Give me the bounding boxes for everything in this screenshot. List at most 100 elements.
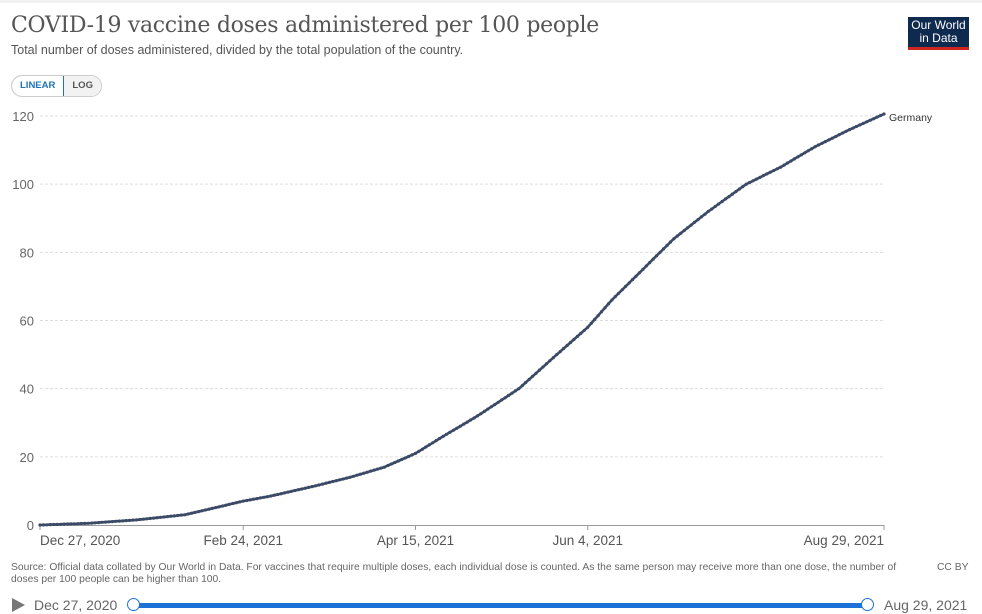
data-point [148,516,152,521]
data-point [682,228,686,233]
timeline-track[interactable] [134,603,868,608]
data-point [513,389,518,393]
y-tick-label: 40 [20,382,34,397]
data-point [193,510,197,514]
data-point [307,485,311,489]
data-point [865,120,869,124]
data-point [210,506,214,510]
data-point [758,175,762,179]
data-point [872,117,876,121]
data-point [269,494,273,498]
timeline-start-label: Dec 27, 2020 [34,597,118,613]
data-point [837,133,841,137]
data-point [737,187,741,191]
play-icon[interactable] [12,598,25,612]
data-point [579,331,583,335]
timeline-end-handle[interactable] [861,598,874,611]
data-point [565,343,569,348]
data-point [241,499,245,503]
data-point [713,204,717,209]
data-point [413,451,418,455]
data-point [779,165,783,169]
data-point [882,112,886,116]
data-point [820,141,824,145]
data-point [165,515,170,519]
data-point [448,430,452,434]
data-point [145,517,149,521]
data-point [455,426,459,430]
data-point [679,231,683,235]
data-point [706,209,710,213]
data-point [510,391,514,395]
data-point [551,356,555,360]
data-point [651,257,655,261]
data-point [810,147,814,151]
series-line-germany [39,112,885,527]
data-point [503,396,507,400]
data-point [531,374,535,378]
data-point [59,522,63,526]
data-point [496,400,500,404]
data-point [696,218,700,222]
data-point [462,422,466,426]
data-point [379,466,383,470]
data-point [744,182,748,186]
data-point [441,434,445,438]
data-point [107,520,111,524]
data-point [575,334,580,338]
data-point [444,432,449,436]
log-scale-button[interactable]: LOG [64,76,101,96]
data-point [227,502,232,506]
data-point [665,243,669,248]
data-point [761,174,766,178]
data-point [599,310,604,314]
timeline-start-handle[interactable] [127,598,140,611]
data-point [351,474,356,478]
data-point [48,523,52,527]
linear-scale-button[interactable]: LINEAR [11,76,65,96]
data-point [692,220,697,224]
data-point [121,519,125,523]
data-point [314,484,318,488]
data-point [97,521,101,525]
data-point [610,298,614,302]
license-link[interactable]: CC BY [937,562,969,573]
data-point [672,237,676,241]
data-point [627,281,631,285]
data-point [179,513,183,517]
data-point [555,353,559,357]
data-point [417,449,421,453]
data-point [365,470,369,474]
data-point [789,159,793,163]
data-point [624,284,628,288]
chart-subtitle: Total number of doses administered, divi… [11,43,464,57]
data-point [475,414,480,418]
data-point [310,485,314,489]
data-point [176,513,180,518]
data-point [83,521,87,526]
data-point [331,479,335,484]
y-tick-label: 80 [20,245,34,260]
owid-logo[interactable]: Our World in Data [908,17,969,50]
data-point [813,145,817,149]
data-point [200,509,204,513]
data-point [296,488,300,492]
data-point [675,234,679,238]
data-point [410,453,414,457]
data-point [320,482,325,486]
data-point [703,212,707,216]
data-point [334,479,338,483]
data-point [861,121,865,125]
data-point [661,247,666,251]
data-point [796,155,800,159]
data-point [76,522,80,526]
y-tick-label: 100 [12,177,34,192]
data-point [152,516,156,520]
data-point [848,128,852,132]
data-point [613,295,617,299]
data-point [658,250,662,254]
data-point [372,468,376,472]
data-point [283,491,287,495]
data-point [489,405,493,409]
data-point [500,398,504,402]
